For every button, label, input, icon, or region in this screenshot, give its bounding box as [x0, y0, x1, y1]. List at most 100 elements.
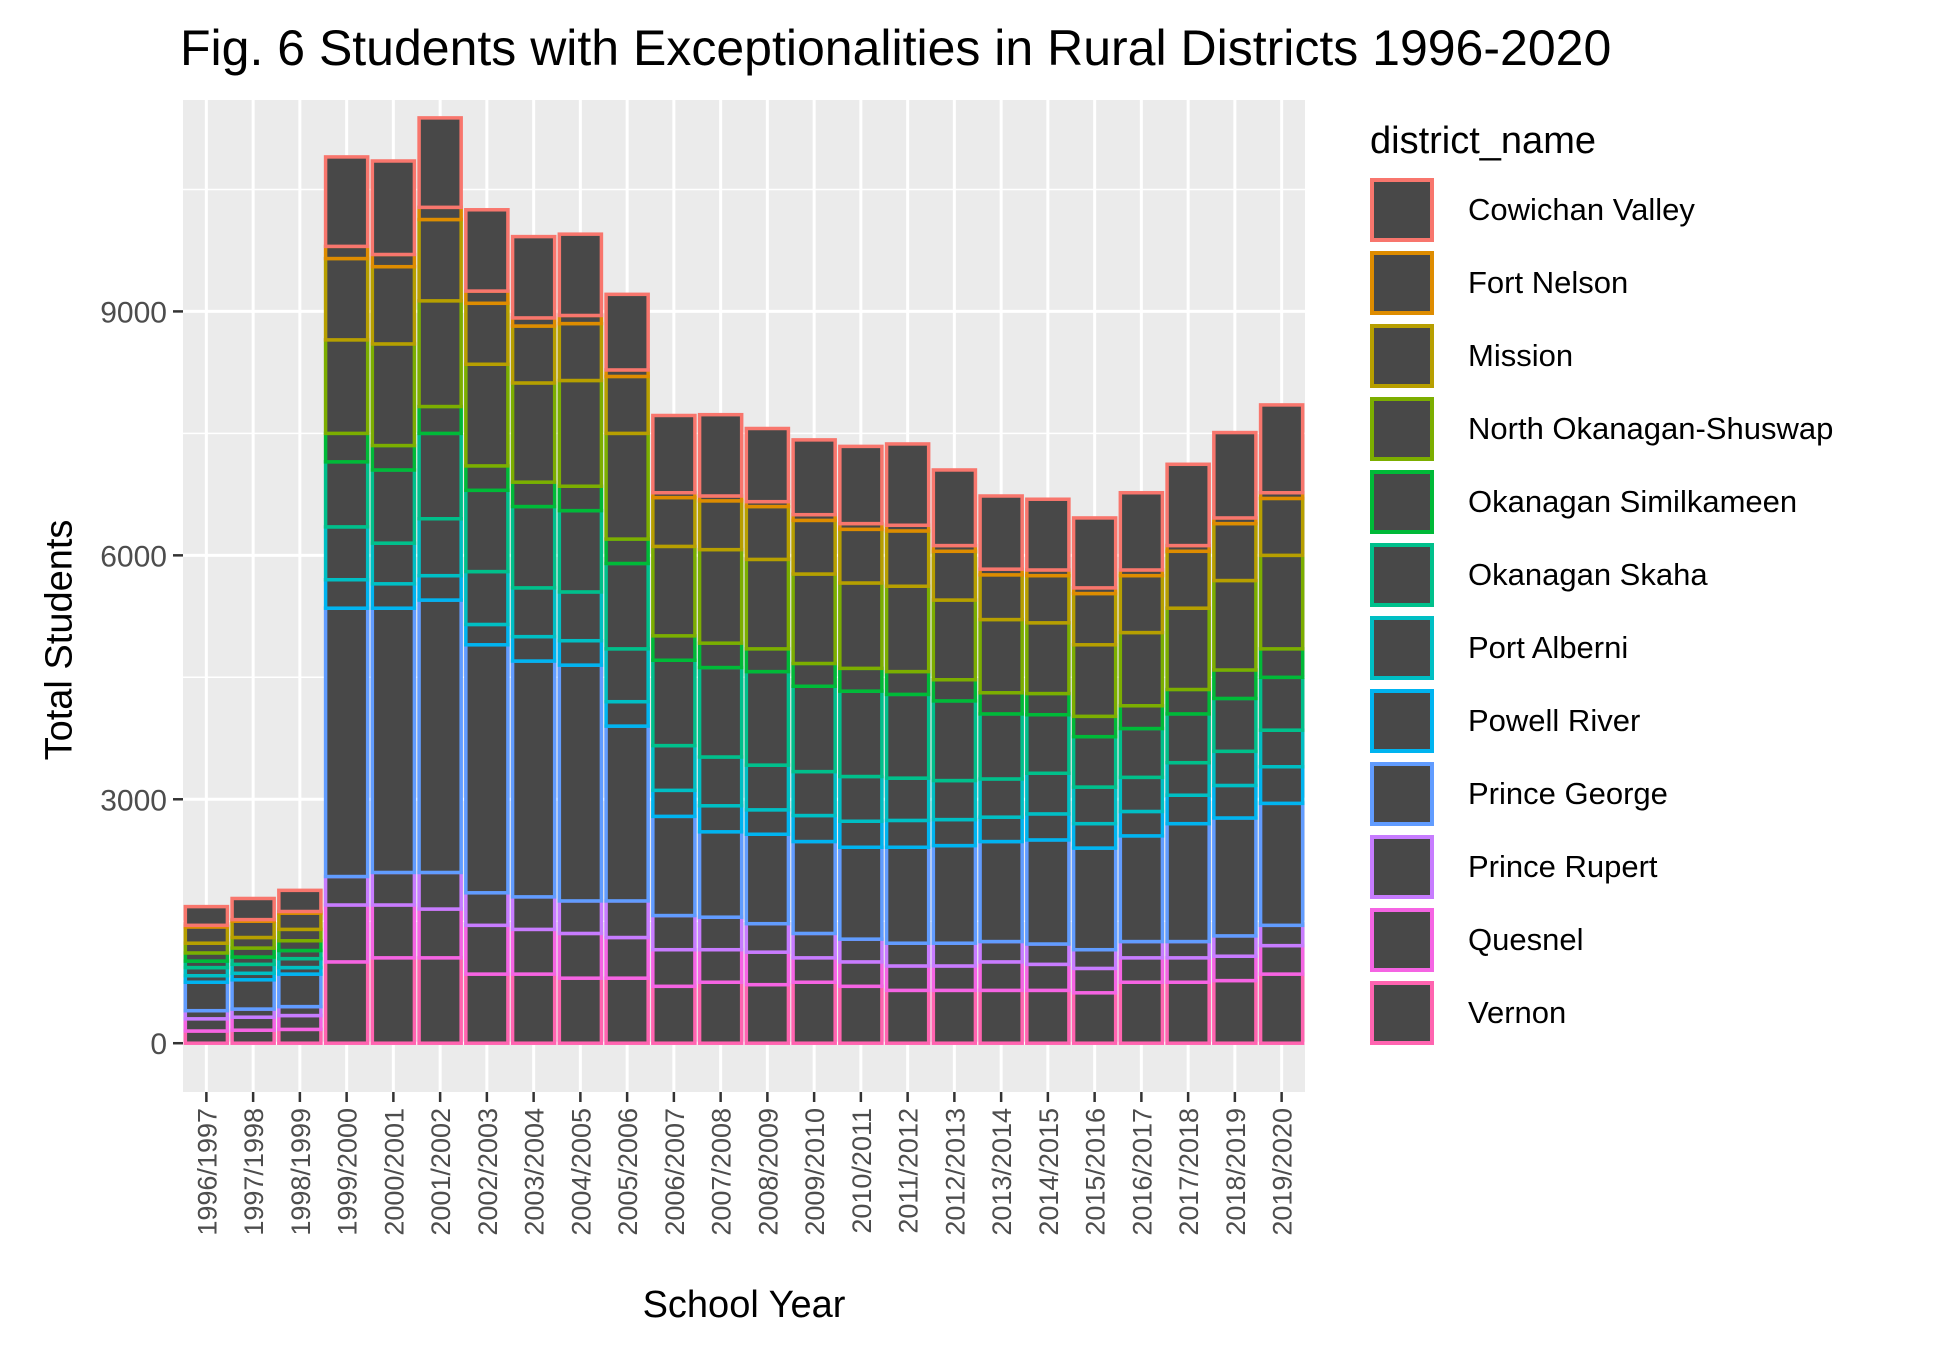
- bar-segment: [1165, 760, 1211, 797]
- y-tick-label: 0: [150, 1028, 167, 1061]
- bar-segment: [1258, 943, 1305, 976]
- bar-segment: [183, 1017, 230, 1033]
- bar-segment: [1071, 734, 1118, 789]
- bar-segment: [1118, 956, 1165, 984]
- bar-segment: [791, 813, 837, 844]
- bar-segment: [464, 289, 510, 306]
- bar-segment: [697, 947, 744, 984]
- bar-segment: [277, 972, 323, 1009]
- bar-segment: [1071, 947, 1118, 971]
- bar-segment: [791, 661, 837, 689]
- bar-segment: [1258, 801, 1305, 928]
- legend-item: Okanagan Skaha: [1370, 543, 1708, 616]
- legend-label: Fort Nelson: [1468, 265, 1629, 300]
- bar-segment: [1212, 668, 1258, 701]
- bar-segment: [1212, 521, 1258, 583]
- bar-segment: [510, 504, 557, 590]
- bar-segment: [604, 292, 650, 372]
- bar-segment: [1118, 980, 1165, 1045]
- legend-key: [1370, 981, 1434, 1045]
- bar-segment: [651, 658, 697, 748]
- x-tick-label: 2007/2008: [707, 1108, 737, 1236]
- x-tick-label: 2019/2020: [1268, 1108, 1298, 1236]
- bar-segment: [791, 518, 837, 576]
- bar-segment: [417, 217, 463, 303]
- bar-segment: [323, 244, 370, 261]
- legend-key: [1370, 543, 1434, 607]
- bar-segment: [230, 919, 276, 940]
- bar-segment: [978, 839, 1024, 944]
- bar-segment: [230, 1015, 276, 1032]
- bar-segment: [931, 843, 978, 945]
- bar-segment: [604, 699, 650, 728]
- legend-key: [1370, 908, 1434, 972]
- bar-segment: [697, 804, 744, 834]
- bar-segment: [1118, 775, 1165, 814]
- x-tick-label: 2002/2003: [473, 1108, 503, 1236]
- legend-key: [1370, 689, 1434, 753]
- bar-segment: [651, 814, 697, 918]
- bar-segment: [230, 1028, 276, 1045]
- x-tick-label: 1997/1998: [239, 1108, 269, 1236]
- bar-segment: [1118, 939, 1165, 960]
- x-tick-label: 2012/2013: [940, 1108, 970, 1236]
- bar-segment: [651, 913, 697, 952]
- bar-segment: [791, 956, 837, 984]
- bar-segment: [838, 960, 884, 989]
- bar-segment: [1118, 834, 1165, 944]
- bar-segment: [464, 643, 510, 895]
- y-axis-label: Total Students: [20, 520, 100, 761]
- bar-segment: [1165, 687, 1211, 716]
- x-tick-label: 2017/2018: [1174, 1108, 1204, 1236]
- bar-segment: [604, 537, 650, 566]
- bar-segment: [838, 819, 884, 850]
- bar-segment: [510, 480, 557, 509]
- legend-key: [1370, 324, 1434, 388]
- legend-label: Powell River: [1468, 703, 1641, 738]
- x-tick-label: 2016/2017: [1127, 1108, 1157, 1236]
- legend-label: North Okanagan-Shuswap: [1468, 411, 1834, 446]
- axis-layer: 0 3000 6000 9000 1996/1997 1997/1998 1998/1999…: [100, 296, 1297, 1235]
- bar-segment: [417, 404, 463, 436]
- bar-segment: [604, 724, 650, 903]
- legend-item: Mission: [1370, 324, 1596, 397]
- plot-panel: [183, 100, 1305, 1092]
- bar-segment: [1071, 785, 1118, 826]
- bar-segment: [744, 426, 791, 504]
- bar-segment: [884, 669, 931, 697]
- bar-segment: [464, 488, 510, 574]
- y-tick-label: 9000: [100, 296, 167, 329]
- bar-segment: [697, 755, 744, 808]
- bar-segment: [464, 208, 510, 293]
- bar-segment: [697, 547, 744, 645]
- bar-segment: [1165, 939, 1211, 960]
- bar-segment: [464, 972, 510, 1045]
- bar-segment: [1025, 497, 1071, 572]
- bar-segment: [557, 663, 604, 903]
- bar-segment: [417, 598, 463, 875]
- bar-segment: [744, 832, 791, 926]
- y-axis-label-text: Total Students: [38, 519, 81, 761]
- bar-segment: [277, 911, 323, 932]
- bar-segment: [510, 659, 557, 899]
- bar-segment: [417, 517, 463, 578]
- bar-segment: [884, 584, 931, 674]
- bar-segment: [1212, 696, 1258, 754]
- bar-segment: [323, 256, 370, 342]
- bar-segment: [417, 956, 463, 1045]
- bar-segment: [230, 978, 276, 1011]
- bar-segment: [417, 573, 463, 602]
- bar-segment: [1118, 809, 1165, 838]
- bar-segment: [978, 617, 1024, 695]
- bar-segment: [1258, 647, 1305, 680]
- bar-segment: [1258, 496, 1305, 558]
- bar-segment: [978, 691, 1024, 716]
- bar-segment: [1071, 591, 1118, 647]
- bar-segment: [370, 956, 417, 1045]
- legend-label: Vernon: [1468, 995, 1567, 1030]
- legend-key: [1370, 762, 1434, 826]
- legend-label: Port Alberni: [1468, 630, 1629, 665]
- bar-segment: [323, 606, 370, 879]
- x-axis-label: School Year: [642, 1284, 846, 1326]
